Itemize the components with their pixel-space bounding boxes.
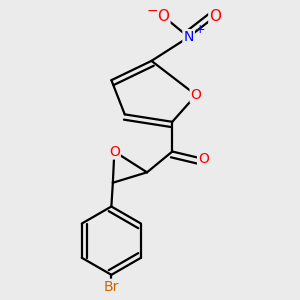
Text: +: + [195, 23, 205, 36]
Text: −: − [146, 3, 158, 17]
Text: O: O [158, 9, 169, 24]
Text: O: O [209, 9, 221, 24]
Text: O: O [198, 152, 209, 166]
Text: Br: Br [104, 280, 119, 294]
Text: N: N [183, 30, 194, 44]
Text: O: O [109, 145, 120, 158]
Text: O: O [190, 88, 202, 102]
